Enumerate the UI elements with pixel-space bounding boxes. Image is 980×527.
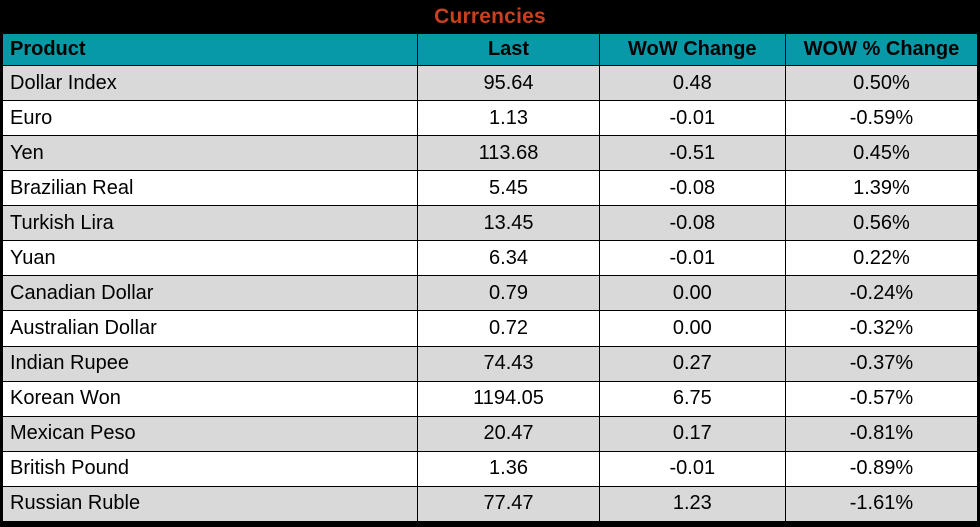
cell-product: Dollar Index — [1, 64, 419, 102]
cell-wow-pct-change: -0.24% — [784, 275, 979, 312]
cell-wow-change: -0.01 — [598, 240, 786, 277]
cell-wow-pct-change: -0.32% — [784, 310, 979, 347]
cell-wow-change: -0.01 — [598, 100, 786, 137]
cell-product: Australian Dollar — [1, 310, 419, 347]
table-row: Korean Won 1194.05 6.75 -0.57% — [1, 380, 979, 417]
cell-wow-change: -0.01 — [598, 450, 786, 487]
cell-wow-change: 0.48 — [598, 64, 786, 102]
cell-product: Turkish Lira — [1, 205, 419, 242]
cell-wow-change: 0.00 — [598, 310, 786, 347]
cell-last: 1194.05 — [417, 380, 600, 417]
table-body: Dollar Index 95.64 0.48 0.50% Euro 1.13 -0.01-… — [1, 64, 979, 523]
cell-product: Russian Ruble — [1, 485, 419, 523]
column-header-wow-change: WoW Change — [598, 33, 786, 66]
cell-wow-pct-change: -0.89% — [784, 450, 979, 487]
cell-wow-pct-change: -0.37% — [784, 345, 979, 382]
cell-wow-pct-change: 1.39% — [784, 170, 979, 207]
cell-last: 13.45 — [417, 205, 600, 242]
column-header-product: Product — [1, 33, 419, 66]
header-row: Product Last WoW Change WOW % Change — [1, 33, 979, 66]
cell-last: 1.36 — [417, 450, 600, 487]
cell-last: 20.47 — [417, 415, 600, 452]
cell-wow-change: 0.00 — [598, 275, 786, 312]
cell-wow-pct-change: -0.81% — [784, 415, 979, 452]
table-row: Brazilian Real 5.45 -0.08 1.39% — [1, 170, 979, 207]
cell-product: British Pound — [1, 450, 419, 487]
cell-last: 113.68 — [417, 135, 600, 172]
table-row: Indian Rupee 74.43 0.27 -0.37% — [1, 345, 979, 382]
cell-wow-pct-change: 0.56% — [784, 205, 979, 242]
cell-last: 74.43 — [417, 345, 600, 382]
table-row: Yuan 6.34 -0.01 0.22% — [1, 240, 979, 277]
currencies-table: Product Last WoW Change WOW % Change Dol… — [1, 33, 979, 523]
table-row: Canadian Dollar 0.79 0.00 -0.24% — [1, 275, 979, 312]
cell-wow-pct-change: -0.57% — [784, 380, 979, 417]
cell-last: 1.13 — [417, 100, 600, 137]
table-title: Currencies — [434, 4, 546, 28]
cell-wow-change: -0.51 — [598, 135, 786, 172]
cell-product: Yuan — [1, 240, 419, 277]
cell-product: Brazilian Real — [1, 170, 419, 207]
table-row: Dollar Index 95.64 0.48 0.50% — [1, 64, 979, 102]
cell-wow-pct-change: 0.22% — [784, 240, 979, 277]
column-header-wow-pct-change: WOW % Change — [784, 33, 979, 66]
table-row: British Pound 1.36 -0.01 -0.89% — [1, 450, 979, 487]
table-row: Yen 113.68 -0.51 0.45% — [1, 135, 979, 172]
cell-wow-change: -0.08 — [598, 205, 786, 242]
cell-wow-change: 1.23 — [598, 485, 786, 523]
cell-last: 5.45 — [417, 170, 600, 207]
cell-product: Korean Won — [1, 380, 419, 417]
cell-wow-pct-change: -1.61% — [784, 485, 979, 523]
cell-wow-change: 0.27 — [598, 345, 786, 382]
cell-wow-change: 0.17 — [598, 415, 786, 452]
cell-wow-pct-change: -0.59% — [784, 100, 979, 137]
cell-last: 77.47 — [417, 485, 600, 523]
cell-last: 95.64 — [417, 64, 600, 102]
cell-product: Canadian Dollar — [1, 275, 419, 312]
cell-last: 0.79 — [417, 275, 600, 312]
table-row: Turkish Lira 13.45 -0.08 0.56% — [1, 205, 979, 242]
cell-product: Yen — [1, 135, 419, 172]
cell-product: Euro — [1, 100, 419, 137]
title-bar: Currencies — [2, 0, 978, 33]
cell-wow-pct-change: 0.50% — [784, 64, 979, 102]
table-row: Russian Ruble 77.47 1.23 -1.61% — [1, 485, 979, 523]
column-header-last: Last — [417, 33, 600, 66]
cell-product: Mexican Peso — [1, 415, 419, 452]
table-row: Euro 1.13 -0.01 -0.59% — [1, 100, 979, 137]
cell-wow-pct-change: 0.45% — [784, 135, 979, 172]
table-row: Mexican Peso 20.47 0.17 -0.81% — [1, 415, 979, 452]
cell-wow-change: 6.75 — [598, 380, 786, 417]
table-row: Australian Dollar 0.72 0.00 -0.32% — [1, 310, 979, 347]
cell-last: 0.72 — [417, 310, 600, 347]
cell-last: 6.34 — [417, 240, 600, 277]
cell-wow-change: -0.08 — [598, 170, 786, 207]
cell-product: Indian Rupee — [1, 345, 419, 382]
